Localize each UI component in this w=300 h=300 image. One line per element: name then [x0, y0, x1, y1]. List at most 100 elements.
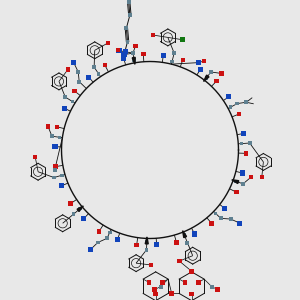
Bar [169, 291, 174, 296]
Bar [55, 124, 59, 129]
Bar [189, 292, 194, 296]
Polygon shape [204, 75, 209, 81]
Bar [59, 183, 64, 188]
Bar [133, 44, 138, 48]
Bar [116, 48, 122, 53]
Bar [141, 52, 146, 56]
Bar [81, 216, 86, 221]
Bar [115, 237, 120, 242]
Bar [241, 182, 245, 186]
Bar [105, 236, 109, 240]
Bar [183, 233, 186, 236]
Bar [196, 280, 201, 285]
Bar [88, 247, 93, 252]
Bar [76, 70, 80, 74]
Bar [46, 124, 50, 129]
Bar [209, 221, 214, 226]
Bar [240, 170, 245, 175]
Bar [209, 70, 213, 74]
Bar [196, 60, 201, 65]
Bar [159, 285, 163, 289]
Bar [153, 292, 158, 296]
Bar [78, 207, 82, 211]
Bar [160, 280, 165, 285]
Bar [214, 79, 219, 83]
Bar [60, 174, 64, 177]
Bar [62, 106, 67, 111]
Bar [145, 240, 148, 243]
Bar [237, 220, 242, 226]
Bar [53, 164, 58, 169]
Bar [174, 240, 179, 244]
Bar [145, 248, 148, 252]
Bar [260, 175, 264, 179]
Bar [71, 60, 76, 65]
Bar [63, 95, 67, 99]
Bar [202, 59, 206, 63]
Bar [240, 142, 243, 145]
Bar [96, 241, 100, 244]
Bar [97, 73, 100, 76]
Polygon shape [232, 180, 239, 184]
Bar [33, 155, 38, 159]
Bar [131, 51, 135, 55]
Bar [222, 206, 227, 211]
Bar [152, 287, 157, 292]
Bar [66, 67, 70, 72]
Bar [53, 168, 57, 172]
Bar [147, 280, 151, 285]
Bar [229, 217, 232, 221]
Polygon shape [77, 206, 83, 211]
Bar [71, 100, 74, 103]
Bar [192, 231, 197, 236]
Bar [108, 231, 112, 234]
Bar [151, 33, 155, 37]
Bar [116, 48, 120, 52]
Bar [126, 40, 130, 44]
Bar [249, 175, 253, 179]
Bar [177, 259, 182, 263]
Bar [248, 141, 252, 145]
Bar [86, 75, 92, 80]
Polygon shape [183, 231, 187, 238]
Bar [123, 49, 128, 54]
Bar [234, 190, 238, 194]
Bar [161, 53, 166, 58]
Bar [52, 144, 58, 149]
Bar [172, 51, 176, 55]
Bar [92, 65, 96, 69]
Bar [68, 201, 73, 206]
Bar [181, 58, 185, 62]
Bar [50, 134, 54, 138]
Bar [219, 216, 223, 220]
Bar [77, 80, 81, 84]
Polygon shape [132, 57, 135, 64]
Bar [121, 56, 126, 61]
Bar [215, 287, 220, 292]
Bar [198, 67, 203, 72]
Bar [170, 60, 174, 63]
Bar [219, 71, 224, 76]
Bar [122, 52, 127, 57]
Bar [244, 100, 248, 104]
Bar [226, 94, 231, 99]
Bar [72, 88, 76, 93]
Bar [149, 263, 153, 267]
Bar [97, 229, 101, 234]
Bar [52, 176, 56, 179]
Bar [106, 41, 110, 45]
Bar [128, 13, 132, 17]
Bar [58, 136, 61, 139]
Bar [205, 76, 208, 80]
Bar [229, 105, 233, 109]
Bar [180, 38, 185, 42]
Bar [244, 151, 248, 156]
Bar [183, 280, 187, 285]
Bar [237, 112, 241, 116]
Bar [189, 269, 194, 274]
Bar [103, 63, 107, 68]
Bar [124, 26, 128, 30]
Bar [133, 58, 136, 62]
Polygon shape [145, 237, 148, 244]
Bar [241, 131, 246, 136]
